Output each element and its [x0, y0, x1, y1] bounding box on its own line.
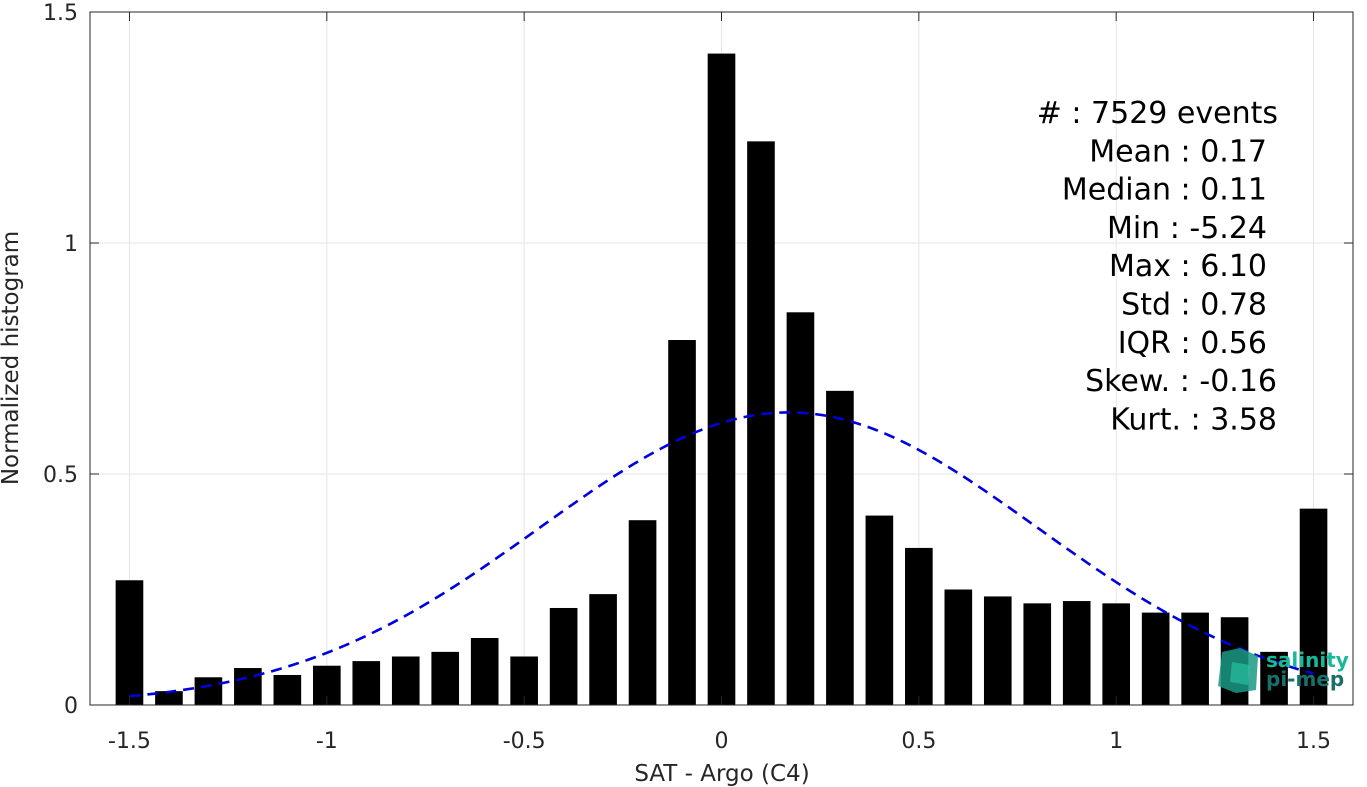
histogram-bar-11 — [549, 607, 578, 705]
histogram-bar-2 — [194, 677, 223, 705]
tick-labels-group: -1.5 -1 -0.5 0 0.5 1 1.5 0 0.5 1 1.5 — [43, 1, 1331, 754]
histogram-bar-24 — [1062, 601, 1091, 705]
histogram-bar-9 — [470, 638, 499, 705]
normal-fit-curve-group — [129, 411, 1314, 698]
x-tick-label-6: 1.5 — [1296, 729, 1331, 754]
y-tick-label-1: 0.5 — [43, 463, 78, 488]
histogram-bar-23 — [1023, 603, 1052, 705]
y-axis-label: Normalized histogram — [0, 231, 24, 485]
histogram-bar-27 — [1181, 612, 1209, 705]
x-tick-label-3: 0 — [715, 729, 729, 754]
histogram-bar-6 — [352, 661, 381, 705]
stat-row-0: # : 7529 events — [1037, 96, 1278, 131]
stat-row-2: Median : 0.11 — [1062, 173, 1267, 208]
histogram-bar-1 — [155, 691, 183, 705]
x-tick-label-5: 1 — [1109, 729, 1123, 754]
histogram-bar-14 — [668, 340, 696, 705]
y-tick-label-0: 0 — [64, 694, 78, 719]
bars-group — [115, 53, 1328, 706]
histogram-bar-25 — [1102, 603, 1131, 705]
logo-line-1: salinity — [1266, 648, 1349, 672]
stat-row-5: Std : 0.78 — [1121, 288, 1267, 323]
histogram-bar-12 — [589, 594, 617, 705]
x-tick-label-1: -1 — [316, 729, 338, 754]
axes-group — [89, 11, 1354, 706]
logo-line-2: pi-mep — [1266, 667, 1344, 691]
histogram-bar-26 — [1141, 612, 1170, 705]
histogram-bar-21 — [944, 589, 973, 705]
histogram-bar-16 — [747, 141, 775, 706]
histogram-bar-3 — [234, 668, 262, 705]
histogram-bar-7 — [391, 656, 420, 705]
x-axis-label: SAT - Argo (C4) — [634, 761, 809, 787]
normal-fit-curve — [129, 411, 1314, 698]
salinity-pimep-logo: salinity pi-mep — [1218, 648, 1349, 693]
x-tick-label-2: -0.5 — [503, 729, 546, 754]
y-tick-label-2: 1 — [64, 232, 78, 257]
stat-row-8: Kurt. : 3.58 — [1110, 402, 1277, 437]
histogram-bar-13 — [628, 520, 657, 705]
stat-row-1: Mean : 0.17 — [1089, 134, 1267, 169]
histogram-bar-8 — [431, 651, 460, 705]
histogram-bar-17 — [786, 312, 815, 705]
histogram-bar-15 — [707, 53, 736, 705]
x-tick-label-0: -1.5 — [108, 729, 151, 754]
logo-cube-face — [1230, 662, 1250, 685]
x-tick-label-4: 0.5 — [901, 729, 936, 754]
stat-row-3: Min : -5.24 — [1107, 211, 1267, 246]
histogram-bar-0 — [115, 580, 144, 705]
stat-row-6: IQR : 0.56 — [1118, 326, 1267, 361]
stat-row-4: Max : 6.10 — [1109, 249, 1267, 284]
histogram-bar-19 — [865, 515, 894, 705]
histogram-bar-20 — [905, 547, 933, 705]
stat-row-7: Skew. : -0.16 — [1085, 364, 1277, 399]
histogram-bar-18 — [826, 390, 854, 705]
histogram-bar-4 — [273, 674, 302, 705]
y-tick-label-3: 1.5 — [43, 1, 78, 26]
histogram-bar-22 — [983, 596, 1012, 705]
